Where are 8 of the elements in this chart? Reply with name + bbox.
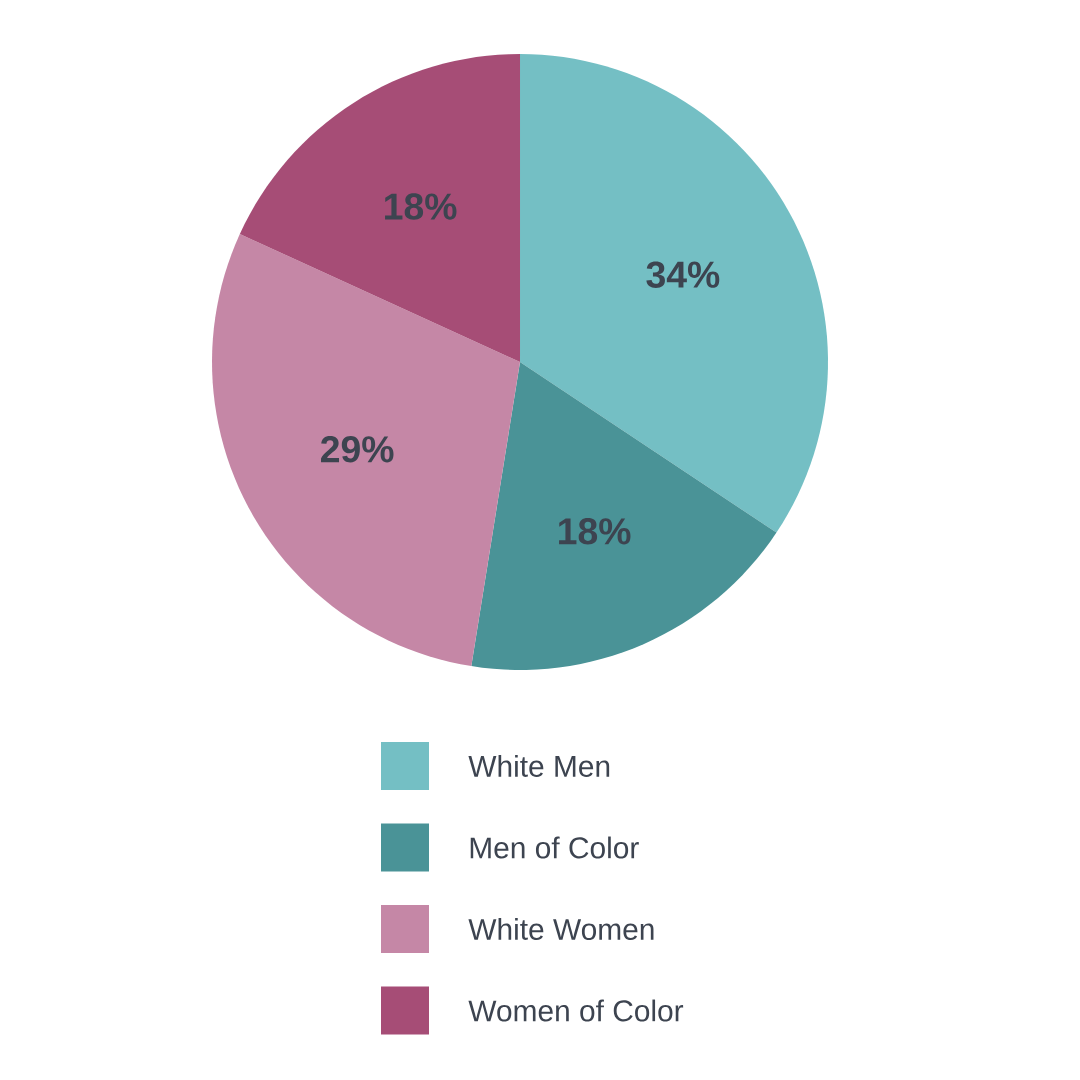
data-label: 29% <box>321 436 394 463</box>
legend-label: Women of Color <box>468 999 684 1022</box>
data-label: 34% <box>646 261 720 288</box>
legend-label: White Men <box>468 755 610 777</box>
legend-label: White Women <box>468 918 654 940</box>
legend-label: Men of Color <box>470 836 639 859</box>
data-label: 18% <box>559 518 631 545</box>
data-label: 18% <box>385 193 457 220</box>
